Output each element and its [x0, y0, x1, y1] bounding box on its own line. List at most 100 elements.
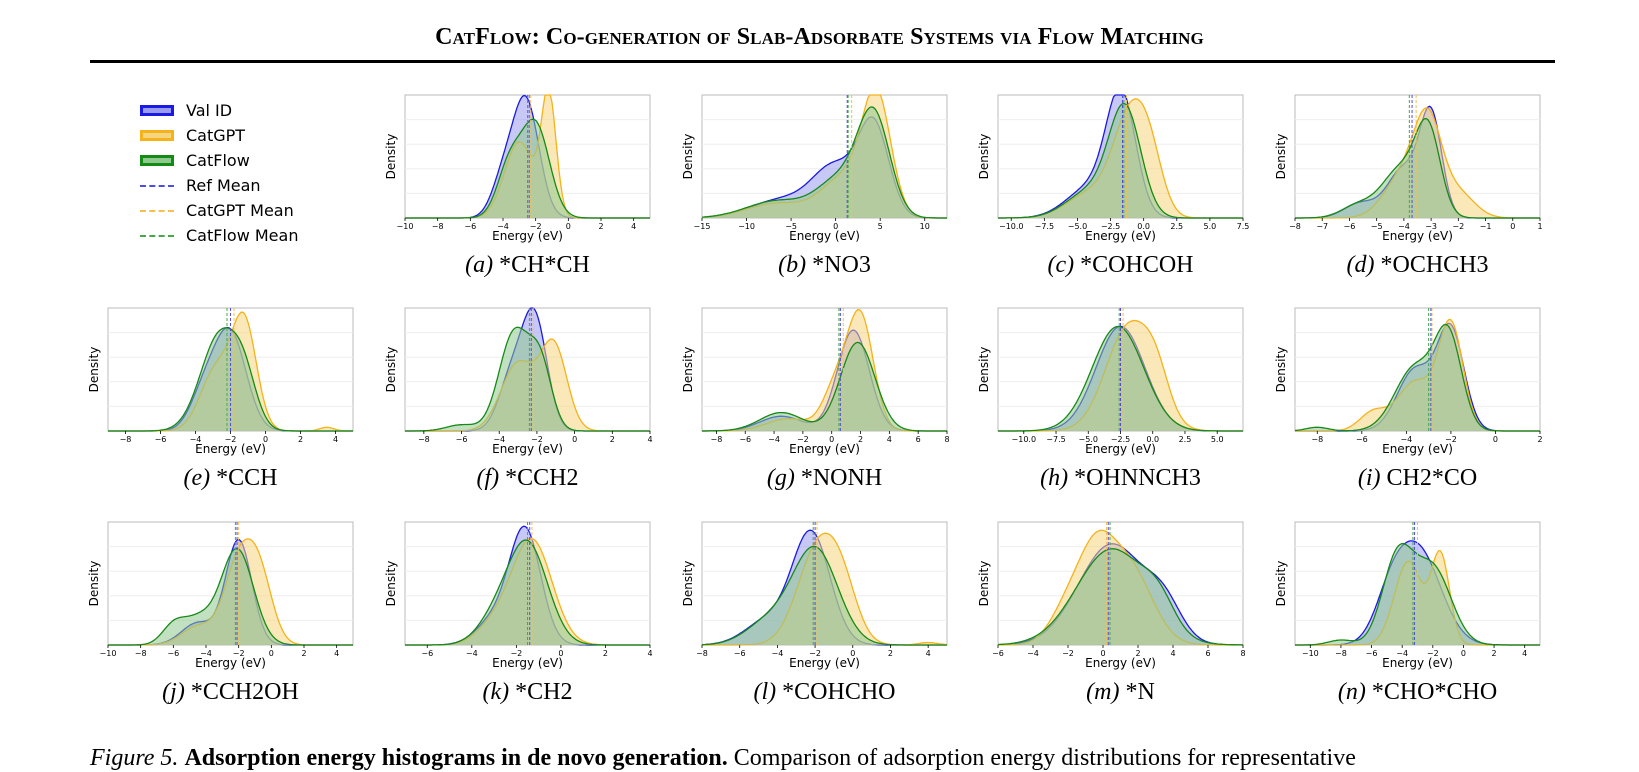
- panel-adsorbate: *NONH: [795, 465, 882, 491]
- x-tick-label: −3: [1425, 222, 1437, 231]
- x-tick-label: −6: [1366, 649, 1378, 658]
- panel-subcaption: (d) *OCHCH3: [1347, 252, 1489, 278]
- x-tick-label: −4: [190, 435, 202, 444]
- chart-panel: −8 −6 −4 −2 0 2 4 Energy (eV) Density (e) *CCH: [87, 307, 354, 491]
- x-tick-label: 0: [1510, 222, 1515, 231]
- x-axis-label: Energy (eV): [1085, 442, 1156, 456]
- panel-letter: (f): [476, 465, 499, 491]
- x-tick-label: −4: [768, 435, 780, 444]
- x-tick-label: −2: [510, 649, 522, 658]
- x-tick-label: −4: [1396, 649, 1408, 658]
- caption-bold-title: Adsorption energy histograms in de novo …: [184, 745, 728, 771]
- x-tick-label: −6: [1344, 222, 1356, 231]
- legend: Val ID CatGPT CatFlow Ref Mean CatGPT Me…: [140, 98, 340, 248]
- x-tick-label: 0: [558, 649, 563, 658]
- x-tick-label: −2: [809, 649, 821, 658]
- x-tick-label: 0: [829, 435, 834, 444]
- density-curve-2: [405, 539, 650, 646]
- caption-text: Comparison of adsorption energy distribu…: [733, 745, 1356, 771]
- x-tick-label: −2: [1452, 222, 1464, 231]
- x-tick-label: −6: [464, 222, 476, 231]
- panel-letter: (l): [754, 679, 777, 705]
- x-tick-label: 5.0: [1211, 435, 1224, 444]
- x-tick-label: 0: [850, 649, 855, 658]
- x-tick-label: 8: [944, 435, 949, 444]
- legend-swatch-val-id: [140, 105, 174, 116]
- legend-entry-catgpt-mean: CatGPT Mean: [140, 198, 340, 223]
- panel-subcaption: (l) *COHCHO: [754, 679, 896, 705]
- density-area-2: [1295, 118, 1540, 218]
- x-axis-label: Energy (eV): [1085, 229, 1156, 243]
- x-tick-label: −2.5: [1101, 222, 1120, 231]
- x-tick-label: 2: [1492, 649, 1497, 658]
- panel-subcaption: (h) *OHNNCH3: [1040, 465, 1201, 491]
- x-tick-label: 8: [1240, 649, 1245, 658]
- panel-adsorbate: *COHCOH: [1074, 252, 1193, 278]
- legend-label-catflow: CatFlow: [186, 151, 250, 170]
- x-tick-label: 4: [647, 435, 652, 444]
- x-axis-label: Energy (eV): [492, 656, 563, 670]
- x-axis-label: Energy (eV): [492, 442, 563, 456]
- chart-panel: −10.0 −7.5 −5.0 −2.5 0.0 2.5 5.0 7.5 Energy (eV)…: [977, 94, 1250, 278]
- density-curve-2: [1295, 117, 1540, 219]
- x-tick-label: −10.0: [1012, 435, 1037, 444]
- x-tick-label: −2: [225, 435, 237, 444]
- chart-panel: −10 −8 −6 −4 −2 0 2 4 Energy (eV) Density (a) *CH*…: [384, 94, 651, 278]
- density-area-2: [702, 546, 947, 645]
- y-axis-label: Density: [977, 134, 991, 180]
- x-tick-label: 7.5: [1237, 222, 1250, 231]
- figure-caption: Figure 5. Adsorption energy histograms i…: [90, 745, 1560, 772]
- density-area-2: [405, 327, 650, 431]
- x-tick-label: 0: [572, 435, 577, 444]
- x-tick-label: 0.0: [1137, 222, 1150, 231]
- chart-panel: −8 −7 −6 −5 −4 −3 −2 −1 0 1 Energy (eV) Density (d) …: [1274, 94, 1543, 278]
- legend-swatch-catgpt: [140, 130, 174, 141]
- x-tick-label: −8: [711, 435, 723, 444]
- chart-panel: −8 −6 −4 −2 0 2 4 6 8 Energy (eV) Density (g) *NONH: [681, 307, 950, 491]
- y-axis-label: Density: [1274, 134, 1288, 180]
- density-area-2: [702, 342, 947, 431]
- density-curve-2: [1294, 323, 1540, 432]
- legend-label-catgpt-mean: CatGPT Mean: [186, 201, 294, 220]
- x-tick-label: 2: [603, 649, 608, 658]
- x-tick-label: −2: [233, 649, 245, 658]
- chart-panel: −15 −10 −5 0 5 10 Energy (eV) Density (b) *NO3: [681, 94, 948, 278]
- chart-panel: −8 −6 −4 −2 0 2 4 Energy (eV) Density (l) *COHCHO: [681, 521, 948, 705]
- legend-swatch-catflow: [140, 155, 174, 166]
- x-tick-label: 2: [888, 649, 893, 658]
- x-tick-label: −6: [1356, 435, 1368, 444]
- panel-adsorbate: *OHNNCH3: [1068, 465, 1201, 491]
- x-tick-label: −4: [493, 435, 505, 444]
- x-tick-label: −6: [739, 435, 751, 444]
- x-tick-label: 10: [920, 222, 930, 231]
- density-curve-2: [405, 326, 650, 432]
- legend-entry-catgpt: CatGPT: [140, 123, 340, 148]
- x-tick-label: −8: [696, 649, 708, 658]
- x-axis-label: Energy (eV): [492, 229, 563, 243]
- density-area-1: [702, 309, 947, 431]
- x-tick-label: −5.0: [1068, 222, 1087, 231]
- x-tick-label: 5.0: [1204, 222, 1217, 231]
- y-axis-label: Density: [384, 347, 398, 393]
- x-tick-label: −8: [135, 649, 147, 658]
- panel-letter: (h): [1040, 465, 1068, 491]
- x-tick-label: 4: [1522, 649, 1527, 658]
- y-axis-label: Density: [87, 561, 101, 607]
- density-curve-2: [701, 106, 947, 219]
- x-axis-label: Energy (eV): [789, 229, 860, 243]
- panel-adsorbate: *CH2: [509, 679, 572, 705]
- density-curve-2: [108, 547, 353, 646]
- x-tick-label: 2: [1135, 649, 1140, 658]
- legend-entry-catflow: CatFlow: [140, 148, 340, 173]
- x-tick-label: −4: [771, 649, 783, 658]
- density-area-2: [998, 103, 1243, 218]
- panel-letter: (n): [1338, 679, 1366, 705]
- panel-subcaption: (k) *CH2: [483, 679, 573, 705]
- y-axis-label: Density: [977, 561, 991, 607]
- x-tick-label: −1: [1480, 222, 1492, 231]
- x-tick-label: −8: [418, 435, 430, 444]
- x-tick-label: −4: [1398, 222, 1410, 231]
- x-tick-label: 4: [334, 649, 339, 658]
- y-axis-label: Density: [977, 347, 991, 393]
